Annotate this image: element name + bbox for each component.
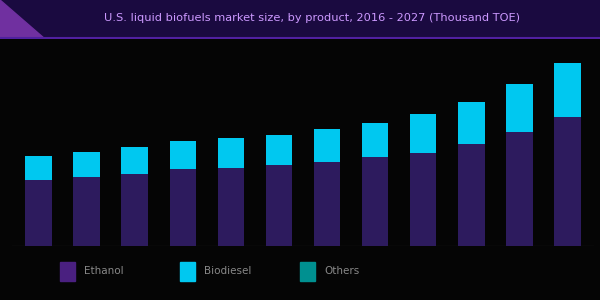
Bar	[60, 262, 75, 281]
Bar	[25, 156, 52, 180]
Bar	[121, 174, 148, 246]
Bar	[180, 262, 195, 281]
Bar	[266, 165, 292, 246]
Bar	[25, 180, 52, 246]
Bar	[218, 138, 244, 168]
Text: U.S. liquid biofuels market size, by product, 2016 - 2027 (Thousand TOE): U.S. liquid biofuels market size, by pro…	[104, 13, 520, 22]
Bar	[170, 169, 196, 246]
Bar	[554, 117, 581, 246]
Bar	[218, 168, 244, 246]
Bar	[170, 141, 196, 170]
Bar	[410, 114, 436, 153]
Polygon shape	[0, 0, 45, 39]
Text: Biodiesel: Biodiesel	[204, 266, 251, 276]
Bar	[300, 262, 315, 281]
Bar	[266, 135, 292, 165]
Bar	[314, 162, 340, 246]
Bar	[73, 152, 100, 177]
Bar	[554, 63, 581, 117]
Bar	[506, 84, 533, 132]
Bar	[410, 153, 436, 246]
Text: Others: Others	[324, 266, 359, 276]
Bar	[314, 129, 340, 162]
Bar	[73, 177, 100, 246]
Bar	[458, 102, 485, 144]
Bar	[362, 123, 388, 158]
Text: Ethanol: Ethanol	[84, 266, 124, 276]
Bar	[121, 147, 148, 174]
Bar	[458, 144, 485, 246]
Bar	[506, 132, 533, 246]
Bar	[362, 158, 388, 246]
